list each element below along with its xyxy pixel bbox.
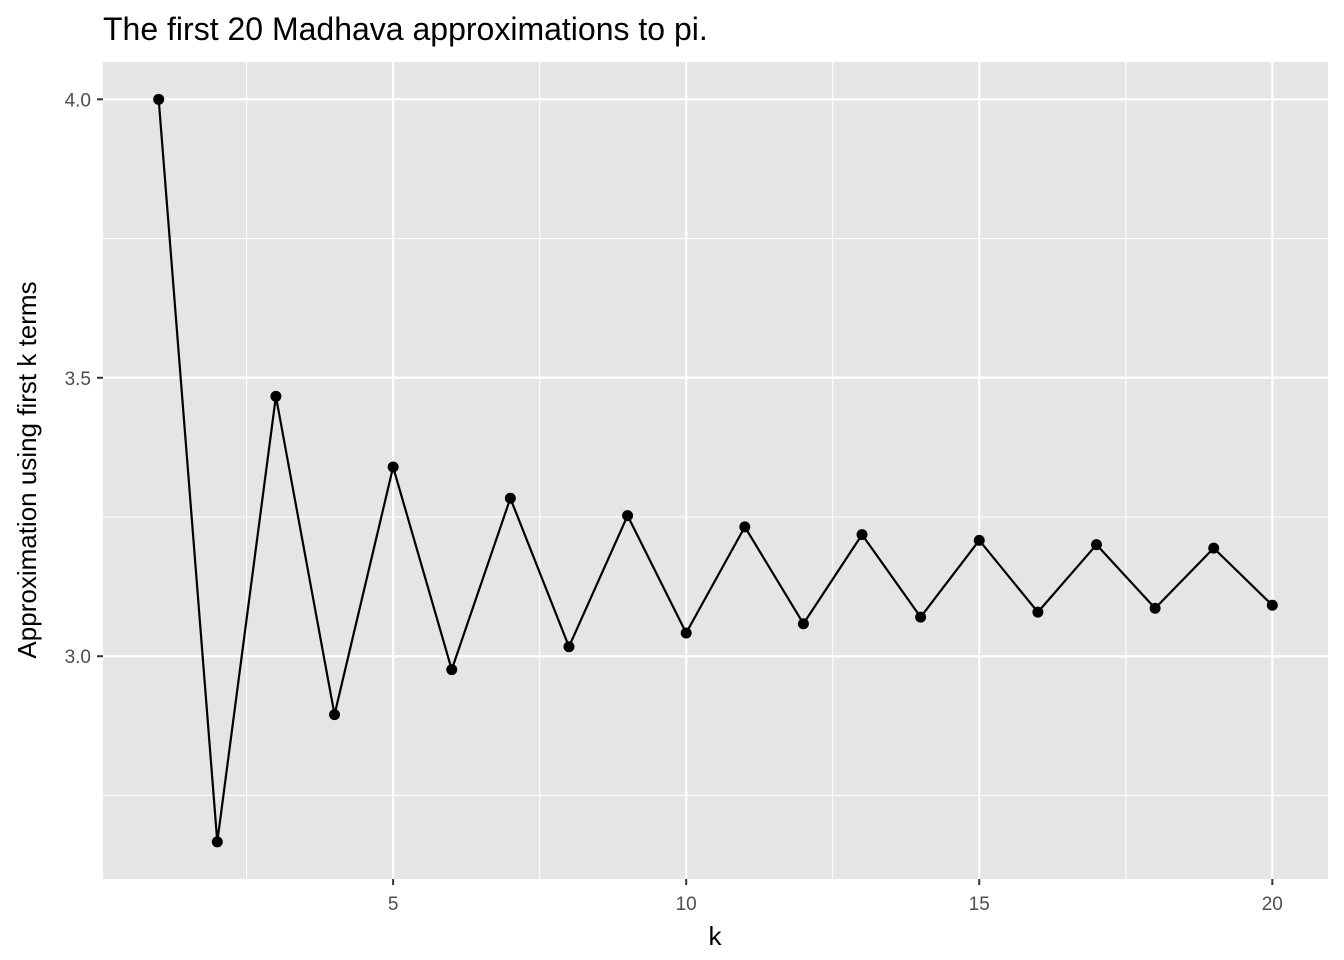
y-axis-title: Approximation using first k terms — [12, 281, 42, 658]
tick-labels: 5 10 15 20 3.0 3.5 4.0 — [65, 90, 1283, 915]
grid-major — [103, 62, 1328, 879]
data-point — [856, 529, 868, 541]
x-tick-label: 10 — [676, 894, 697, 915]
data-point — [270, 390, 282, 402]
y-tick-label: 3.5 — [65, 369, 91, 390]
data-point — [387, 461, 399, 473]
data-point — [1266, 599, 1278, 611]
series-line — [157, 99, 1274, 843]
y-tick-label: 3.0 — [65, 647, 91, 668]
plot-panel — [103, 62, 1328, 879]
grid-minor — [103, 62, 1328, 879]
x-tick-label: 20 — [1262, 894, 1283, 915]
axis-ticks — [97, 98, 1274, 885]
data-point — [797, 618, 809, 630]
data-point — [680, 627, 692, 639]
data-point — [211, 836, 223, 848]
data-point — [504, 492, 516, 504]
data-point — [739, 521, 751, 533]
data-point — [1090, 539, 1102, 551]
y-tick-label: 4.0 — [65, 90, 91, 111]
data-point — [1032, 606, 1044, 618]
data-point — [915, 611, 927, 623]
data-point — [1149, 602, 1161, 614]
x-axis-title: k — [709, 921, 723, 951]
x-tick-label: 5 — [388, 894, 399, 915]
data-point — [1208, 542, 1220, 554]
chart-title: The first 20 Madhava approximations to p… — [103, 11, 708, 47]
series-layer — [153, 93, 1278, 848]
data-point — [973, 534, 985, 546]
data-point — [446, 664, 458, 676]
data-point — [563, 641, 575, 653]
data-point — [329, 709, 341, 721]
data-point — [622, 510, 634, 522]
x-tick-label: 15 — [969, 894, 990, 915]
data-point — [153, 93, 165, 105]
